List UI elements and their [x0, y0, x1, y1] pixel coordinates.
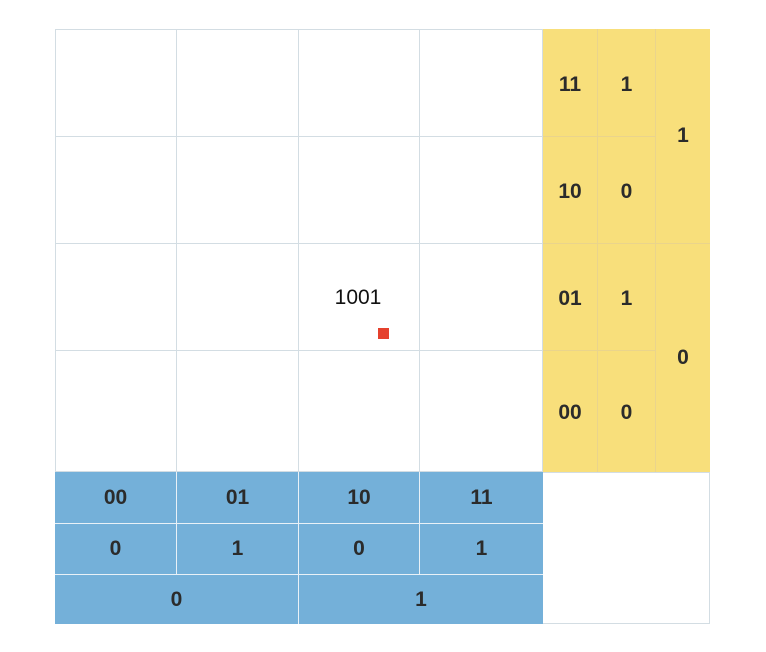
col-header-divider	[176, 472, 177, 574]
grid-area	[55, 29, 543, 472]
marked-cell-label: 1001	[334, 286, 382, 309]
col-bit-low: 1	[231, 537, 244, 560]
corner-cell	[543, 472, 710, 624]
row-code: 00	[558, 401, 582, 424]
col-header-divider	[419, 472, 420, 574]
row-code: 11	[558, 72, 582, 96]
col-code: 10	[347, 485, 371, 509]
grid-line	[298, 29, 299, 472]
col-bit-high: 1	[415, 587, 427, 611]
row-header-divider	[543, 136, 655, 137]
col-code: 11	[470, 485, 493, 509]
row-code: 10	[558, 179, 582, 203]
row-code: 01	[558, 286, 582, 310]
col-code: 00	[103, 485, 128, 509]
row-bit-low: 1	[620, 72, 633, 96]
grid-line	[176, 29, 177, 472]
row-bit-high: 1	[677, 124, 689, 147]
col-bit-low: 1	[475, 537, 488, 560]
row-bit-low: 1	[620, 286, 633, 310]
col-header-divider	[298, 472, 299, 624]
col-header-divider	[55, 574, 543, 575]
row-bit-low: 0	[620, 179, 633, 203]
row-header-divider	[543, 243, 710, 244]
row-header	[543, 29, 710, 472]
col-bit-high: 0	[170, 587, 183, 611]
col-bit-low: 0	[109, 537, 122, 560]
row-bit-low: 0	[620, 401, 633, 424]
grid-line	[55, 350, 543, 351]
row-bit-high: 0	[677, 345, 689, 369]
grid-line	[419, 29, 420, 472]
row-header-divider	[543, 350, 655, 351]
marked-cell-dot	[378, 328, 389, 339]
grid-line	[55, 136, 543, 137]
col-header	[55, 472, 543, 624]
row-header-divider	[597, 29, 598, 472]
row-header-divider	[655, 29, 656, 472]
col-code: 01	[225, 485, 250, 509]
grid-line	[55, 243, 543, 244]
col-bit-low: 0	[353, 537, 365, 560]
col-header-divider	[55, 523, 543, 524]
